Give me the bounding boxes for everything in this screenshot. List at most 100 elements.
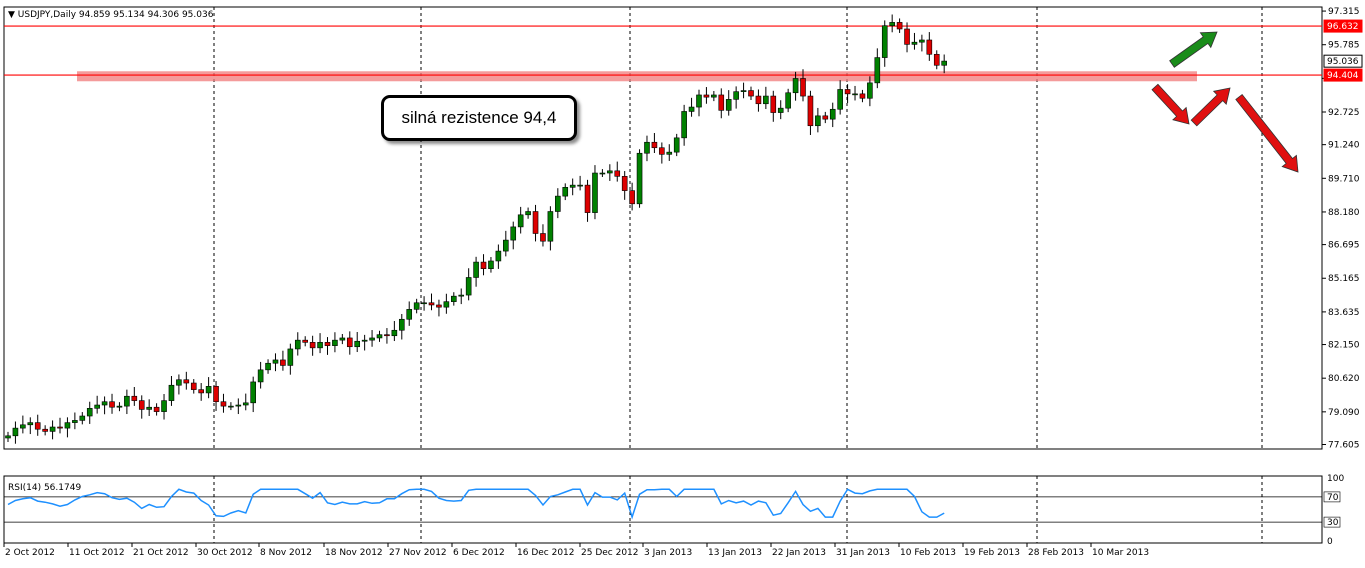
candle-up [168, 384, 175, 401]
candle-up [941, 60, 947, 66]
candle-up [294, 339, 301, 350]
candle-up [465, 277, 472, 296]
candle-down [384, 334, 390, 337]
candle-down [755, 95, 762, 105]
candle-down [280, 359, 286, 366]
candle-up [681, 111, 687, 139]
date-tick-label: 10 Feb 2013 [900, 548, 956, 558]
candle-up [443, 301, 450, 308]
resistance-zone [77, 71, 1197, 82]
arrow-up-green [1169, 31, 1218, 68]
candle-down [131, 395, 138, 401]
candle-up [228, 405, 234, 408]
candle-down [480, 261, 487, 269]
candle-up [413, 302, 420, 310]
candle-up [101, 401, 108, 406]
candle-up [688, 106, 695, 112]
candle-up [49, 426, 56, 432]
candle-up [205, 386, 212, 394]
candle-down [718, 94, 725, 111]
candle-down [220, 401, 227, 407]
candle-up [837, 89, 843, 110]
candle-down [621, 176, 628, 191]
candle-up [406, 309, 413, 320]
current-price-tag: 95.036 [1327, 57, 1359, 67]
candle-up [265, 362, 271, 371]
candle-up [458, 294, 465, 297]
candle-up [889, 22, 895, 26]
arrow-up-red [1190, 87, 1231, 127]
date-tick-label: 19 Feb 2013 [964, 548, 1020, 558]
candle-up [673, 137, 680, 153]
date-tick-label: 31 Jan 2013 [836, 548, 890, 558]
candle-down [822, 115, 829, 120]
date-tick-label: 13 Jan 2013 [708, 548, 762, 558]
candle-down [436, 304, 442, 308]
candle-down [614, 170, 621, 177]
candle-down [34, 422, 41, 430]
price-tick-label: 97.315 [1328, 7, 1360, 17]
candle-down [584, 184, 591, 213]
candle-down [153, 406, 160, 412]
candle-up [503, 239, 509, 252]
candle-up [636, 152, 643, 205]
candle-down [540, 233, 546, 242]
candle-up [5, 435, 11, 439]
candle-up [72, 420, 78, 423]
price-tick-label: 91.240 [1328, 141, 1360, 151]
arrow-down-red [1151, 83, 1190, 125]
candle-up [242, 402, 249, 406]
price-tick-label: 92.725 [1328, 108, 1360, 118]
candle-up [473, 261, 479, 278]
rsi-tick-bg [1323, 516, 1341, 528]
date-tick-label: 10 Mar 2013 [1092, 548, 1149, 558]
price-tick-label: 88.180 [1328, 208, 1360, 218]
price-tick-label: 77.605 [1328, 440, 1360, 450]
candle-up [510, 226, 517, 241]
candle-up [644, 141, 650, 154]
candle-up [398, 318, 405, 331]
candle-up [317, 342, 323, 349]
rsi-label: RSI(14) 56.1749 [8, 483, 81, 493]
candle-down [428, 302, 435, 306]
candle-down [57, 426, 63, 429]
candle-up [867, 82, 873, 99]
candle-down [183, 379, 190, 384]
date-tick-label: 30 Oct 2012 [197, 548, 253, 558]
date-tick-label: 3 Jan 2013 [644, 548, 692, 558]
candle-up [763, 95, 769, 105]
date-tick-label: 21 Oct 2012 [133, 548, 189, 558]
candle-down [324, 342, 331, 346]
candle-down [213, 386, 219, 403]
candle-up [666, 151, 673, 155]
candle-up [354, 340, 361, 348]
candle-up [235, 404, 242, 407]
candle-up [339, 337, 346, 341]
price-tick-label: 82.150 [1328, 341, 1360, 351]
candle-down [532, 211, 539, 234]
candle-down [309, 342, 316, 349]
candle-up [599, 172, 606, 175]
candle-up [577, 184, 583, 187]
candle-up [911, 41, 918, 45]
candle-up [79, 415, 86, 421]
candle-up [124, 395, 130, 407]
annotation-box: silná rezistence 94,4 [381, 95, 577, 141]
arrow-down-red [1235, 93, 1299, 173]
candle-up [272, 359, 279, 364]
candle-up [250, 381, 256, 404]
candle-up [829, 108, 836, 120]
date-tick-label: 16 Dec 2012 [517, 548, 575, 558]
candle-down [904, 28, 910, 45]
candle-up [94, 404, 100, 409]
price-tick-label: 85.165 [1328, 274, 1360, 284]
candle-up [881, 25, 888, 58]
candle-up [64, 422, 71, 429]
rsi-line [7, 488, 945, 520]
candle-down [190, 382, 197, 390]
date-tick-label: 8 Nov 2012 [260, 548, 312, 558]
candle-up [696, 94, 702, 108]
candle-up [369, 337, 375, 341]
candle-up [792, 78, 799, 94]
